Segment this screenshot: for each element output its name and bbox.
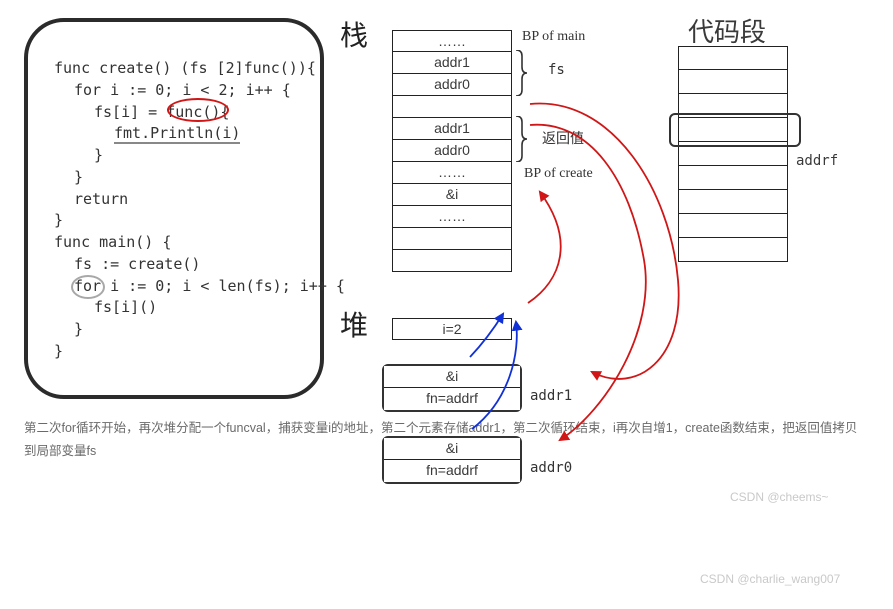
code-segment-title: 代码段	[688, 12, 766, 49]
stack-cells: ……addr1addr0addr1addr0……&i……	[392, 30, 512, 272]
heap-i-cell: i=2	[392, 318, 512, 340]
code-panel: func create() (fs [2]func()){for i := 0;…	[24, 18, 324, 399]
code-line: fs := create()	[54, 254, 298, 276]
stack-side-label: BP of main	[522, 29, 585, 45]
code-line: return	[54, 189, 298, 211]
code-segment-cell	[678, 166, 788, 190]
code-segment-highlight	[669, 113, 801, 147]
stack-cell: addr0	[392, 140, 512, 162]
code-segment-addrf-label: addrf	[796, 153, 838, 169]
stack-cell: ……	[392, 206, 512, 228]
code-line: for i := 0; i < len(fs); i++ {	[54, 276, 298, 298]
closure-box: &ifn=addrf	[382, 364, 522, 412]
code-line: }	[54, 319, 298, 341]
code-line: }	[54, 341, 298, 363]
code-line: fs[i]()	[54, 297, 298, 319]
code-line: }	[54, 210, 298, 232]
code-segment-cell	[678, 190, 788, 214]
closure-cell: fn=addrf	[384, 460, 520, 482]
heap-i-value: i=2	[392, 318, 512, 340]
watermark: CSDN @cheems~	[730, 490, 829, 504]
stack-side-label: fs	[548, 62, 565, 78]
closure-cell: &i	[384, 366, 520, 388]
code-lines: func create() (fs [2]func()){for i := 0;…	[54, 58, 298, 363]
closure-label: addr1	[530, 388, 572, 404]
code-line: fmt.Println(i)	[54, 123, 298, 145]
brace-icon	[514, 116, 528, 162]
code-line: func main() {	[54, 232, 298, 254]
code-segment-cell	[678, 238, 788, 262]
stack-cell: ……	[392, 30, 512, 52]
code-segment-cell	[678, 214, 788, 238]
stack-cell	[392, 250, 512, 272]
stack-cell: &i	[392, 184, 512, 206]
closure-label: addr0	[530, 460, 572, 476]
closure-box: &ifn=addrf	[382, 436, 522, 484]
stack-cell	[392, 228, 512, 250]
code-line: fs[i] = func(){	[54, 102, 298, 124]
code-segment-cell	[678, 46, 788, 70]
stack-cell: addr1	[392, 52, 512, 74]
code-line: }	[54, 167, 298, 189]
code-line: }	[54, 145, 298, 167]
code-line: func create() (fs [2]func()){	[54, 58, 298, 80]
code-segment-cells	[678, 46, 788, 262]
stack-side-label: 返回值	[542, 128, 584, 148]
watermark: CSDN @charlie_wang007	[700, 572, 840, 586]
stack-cell: ……	[392, 162, 512, 184]
stack-cell: addr1	[392, 118, 512, 140]
stack-cell	[392, 96, 512, 118]
code-line: for i := 0; i < 2; i++ {	[54, 80, 298, 102]
brace-icon	[514, 50, 528, 96]
stack-title: 栈	[340, 14, 368, 54]
heap-title: 堆	[340, 304, 368, 344]
closure-cell: fn=addrf	[384, 388, 520, 410]
code-segment-cell	[678, 70, 788, 94]
top-row: func create() (fs [2]func()){for i := 0;…	[24, 18, 869, 399]
stack-cell: addr0	[392, 74, 512, 96]
closure-cell: &i	[384, 438, 520, 460]
stack-side-label: BP of create	[524, 166, 593, 182]
